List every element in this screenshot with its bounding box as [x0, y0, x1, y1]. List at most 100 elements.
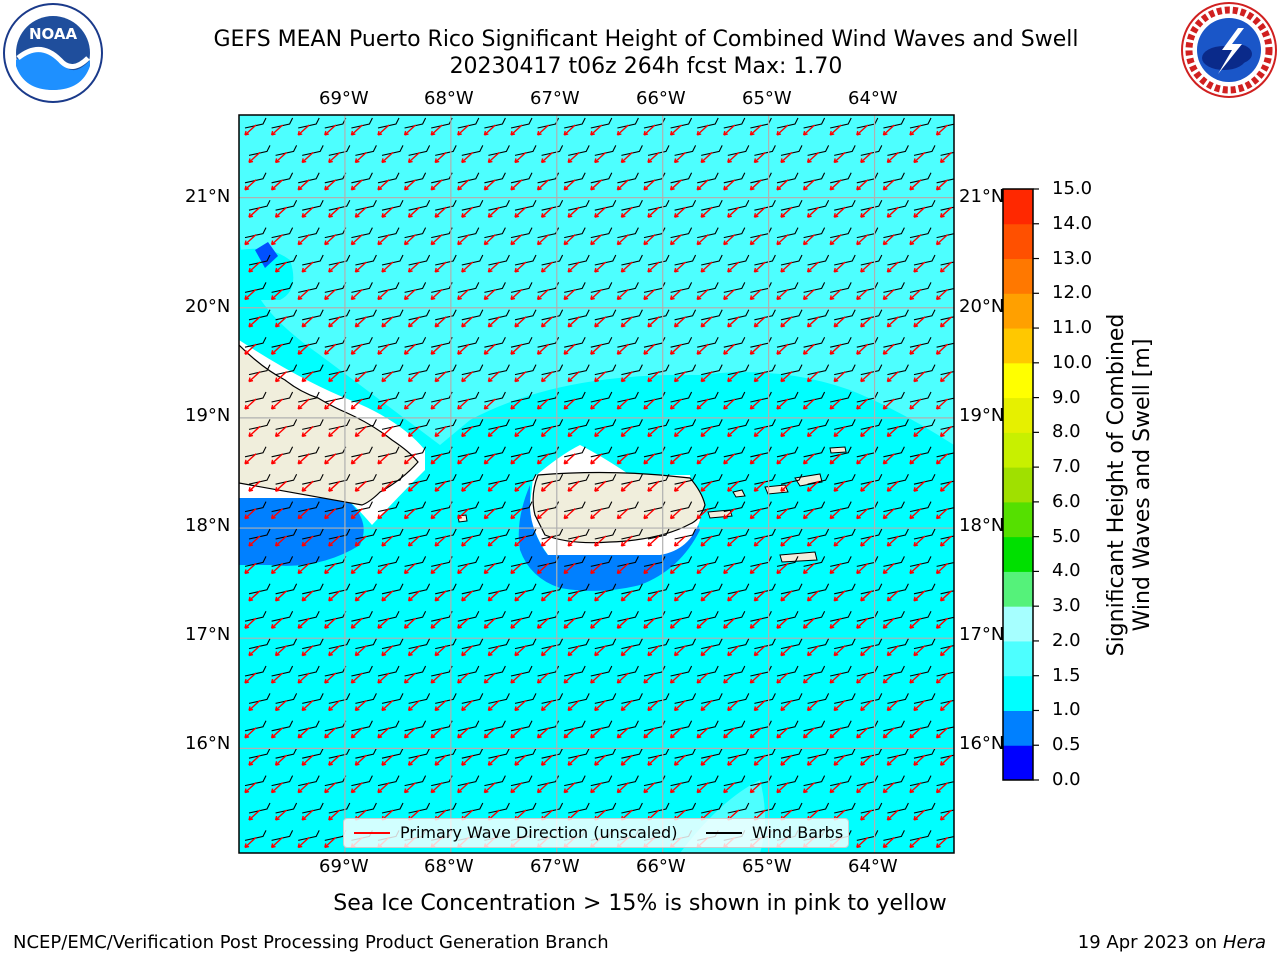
wind-barb — [275, 199, 298, 211]
wind-barb — [697, 282, 719, 293]
wind-barb — [909, 556, 932, 567]
wave-arrow — [780, 535, 793, 547]
wind-barb — [568, 747, 590, 759]
wave-arrow — [510, 343, 523, 355]
wind-barb — [298, 282, 320, 293]
wave-arrow — [620, 645, 633, 657]
wave-arrow — [563, 508, 576, 520]
wind-barb — [887, 199, 909, 211]
wave-arrow — [833, 261, 846, 273]
wave-arrow — [780, 371, 793, 383]
wave-arrow — [594, 480, 607, 492]
wave-arrow — [434, 261, 447, 273]
wave-arrow — [407, 261, 421, 273]
wind-barb — [909, 282, 932, 293]
wind-barb — [355, 802, 377, 814]
wave-arrow — [350, 124, 363, 136]
wind-barb — [275, 583, 298, 595]
wind-barb — [723, 556, 746, 567]
wind-barb — [594, 583, 617, 595]
wind-barb — [404, 227, 427, 239]
colorbar-swatch — [1003, 571, 1033, 607]
wind-barb — [940, 699, 954, 704]
wave-arrow — [403, 398, 417, 410]
wind-barb — [723, 282, 746, 293]
wave-arrow — [248, 151, 261, 164]
wave-arrow — [324, 288, 337, 301]
wind-barb — [564, 227, 586, 239]
wind-barb — [271, 830, 294, 841]
colorbar-frame — [1002, 188, 1034, 781]
wave-arrow — [487, 425, 500, 438]
wind-barb — [248, 473, 271, 485]
wave-arrow — [806, 480, 820, 492]
wave-arrow — [594, 754, 607, 766]
wind-barb — [697, 720, 719, 732]
wind-barb — [298, 501, 320, 513]
wave-arrow — [780, 754, 793, 766]
wave-arrow — [886, 645, 899, 657]
wave-arrow — [594, 535, 607, 547]
wind-barb — [643, 556, 666, 567]
wave-arrow — [696, 453, 709, 465]
wind-barb — [776, 282, 799, 293]
wind-barb — [723, 501, 746, 513]
wind-barb — [435, 199, 457, 211]
wave-arrow — [563, 179, 576, 191]
wind-barb — [936, 781, 954, 787]
wave-arrow — [297, 453, 310, 465]
wind-barb — [537, 391, 560, 403]
wave-arrow — [328, 151, 341, 164]
wave-arrow — [780, 590, 793, 602]
wave-arrow — [886, 151, 899, 164]
wind-barb — [621, 747, 643, 759]
wave-arrow — [536, 782, 550, 794]
wind-barb — [860, 802, 883, 814]
wind-barb — [564, 336, 586, 348]
wind-barb — [860, 254, 883, 266]
wave-arrow — [753, 261, 766, 273]
wave-arrow — [461, 151, 474, 164]
wave-arrow — [483, 617, 496, 629]
wind-barb — [780, 583, 803, 595]
wave-arrow — [882, 672, 895, 684]
wave-arrow — [270, 179, 284, 191]
wind-barb — [834, 419, 856, 430]
wind-barb — [807, 419, 830, 430]
wind-barb — [408, 693, 431, 704]
wind-barb — [377, 446, 400, 458]
wave-arrow — [882, 727, 895, 739]
wave-arrow — [594, 316, 607, 328]
wave-arrow — [935, 398, 949, 410]
wind-barb — [727, 199, 750, 211]
wind-barb — [488, 583, 510, 595]
wave-arrow — [540, 316, 554, 328]
wave-arrow — [594, 425, 607, 438]
wave-arrow — [806, 699, 820, 712]
wind-barb — [723, 775, 746, 787]
wave-arrow — [882, 453, 895, 465]
wind-barb — [807, 802, 830, 814]
wind-barb — [404, 665, 427, 677]
wave-arrow — [483, 727, 496, 739]
wave-arrow — [270, 234, 284, 246]
wave-arrow — [483, 398, 496, 410]
wind-barb — [670, 775, 693, 787]
wave-arrow — [860, 261, 873, 273]
wave-arrow — [886, 699, 899, 712]
wind-barb — [541, 254, 564, 266]
wind-barb — [830, 117, 852, 129]
wave-arrow — [430, 124, 443, 136]
wave-arrow — [647, 206, 660, 218]
wave-arrow — [776, 398, 789, 410]
wave-arrow — [673, 425, 687, 438]
wind-barb — [377, 556, 400, 567]
wave-arrow — [514, 754, 527, 766]
wave-arrow — [669, 398, 683, 410]
wind-barb — [298, 665, 320, 677]
wind-barb — [488, 528, 510, 540]
wave-arrow — [669, 508, 683, 520]
wind-barb — [377, 227, 400, 239]
wind-barb — [860, 145, 883, 156]
wind-barb — [936, 835, 954, 841]
